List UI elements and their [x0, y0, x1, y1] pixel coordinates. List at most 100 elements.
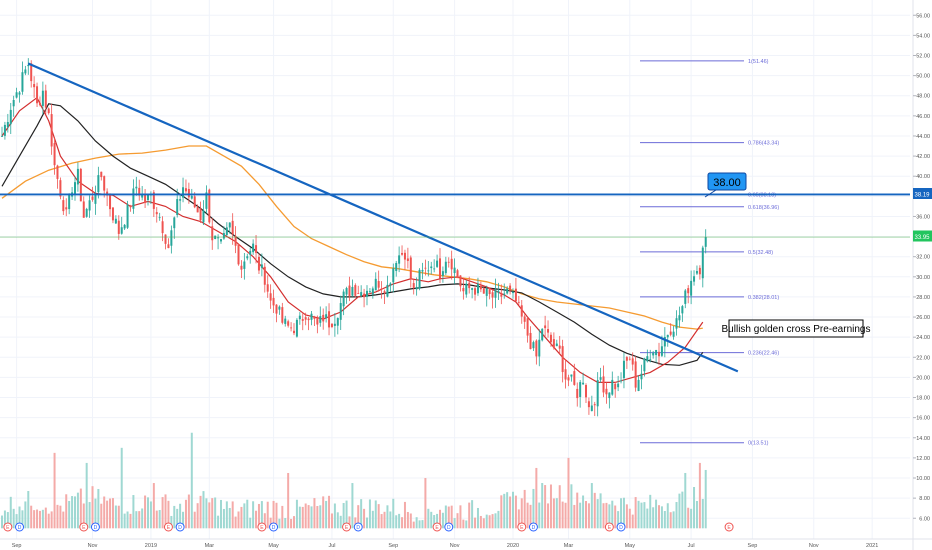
candle-body — [231, 220, 234, 235]
candle-body — [205, 192, 208, 209]
candle-body — [36, 86, 39, 104]
fib-level-label: 0.786(43.34) — [748, 141, 779, 147]
candle-body — [85, 208, 88, 217]
price-tick-label: 40.00 — [916, 174, 930, 180]
volume-bar — [91, 486, 94, 529]
candle-body — [360, 292, 363, 297]
candle-body — [535, 340, 538, 357]
volume-bar — [94, 498, 97, 529]
volume-bar — [100, 503, 103, 529]
candle-body — [401, 252, 404, 255]
candle-body — [678, 315, 681, 321]
volume-bar — [76, 492, 79, 529]
candle-body — [30, 63, 33, 82]
volume-bar — [109, 498, 112, 529]
volume-bar — [427, 508, 430, 529]
volume-bar — [687, 507, 690, 529]
volume-bar — [558, 485, 561, 529]
volume-bar — [506, 492, 509, 529]
volume-bar — [255, 510, 258, 529]
volume-bar — [228, 507, 231, 529]
dividend-marker — [528, 522, 538, 532]
time-tick-label: Nov — [450, 543, 460, 549]
candle-body — [47, 108, 50, 114]
volume-bar — [368, 499, 371, 529]
time-tick-label: Sep — [748, 543, 758, 549]
volume-bar — [544, 485, 547, 529]
candle-body — [418, 269, 421, 289]
earnings-marker — [517, 522, 527, 532]
candle-body — [199, 208, 202, 221]
volume-bar — [649, 494, 652, 529]
candle-body — [701, 247, 704, 279]
dividend-marker — [15, 522, 25, 532]
volume-bar — [357, 505, 360, 529]
callout-38[interactable]: 38.00 — [704, 172, 747, 198]
candle-body — [523, 316, 526, 322]
volume-bar — [430, 511, 433, 529]
candle-body — [295, 319, 298, 337]
candle-body — [666, 334, 669, 338]
candlesticks — [1, 58, 707, 417]
volume-bar — [167, 500, 170, 529]
volume-bar — [590, 483, 593, 529]
event-marker-label: E — [6, 525, 10, 531]
volume-bar — [260, 501, 263, 529]
volume-bar — [582, 495, 585, 529]
volume-bar — [444, 505, 447, 529]
candle-body — [465, 283, 468, 295]
volume-bar — [433, 515, 436, 529]
volume-bar — [678, 493, 681, 529]
candle-body — [91, 196, 94, 200]
volume-bar — [517, 509, 520, 529]
candle-body — [424, 267, 427, 269]
volume-bar — [117, 505, 120, 529]
fibonacci-retracement[interactable]: 1(51.46) 0.786(43.34) 0.65(38.18) 0.618(36.… — [640, 59, 779, 447]
candle-body — [564, 369, 567, 380]
candle-body — [462, 288, 465, 292]
candle-body — [368, 291, 371, 293]
candle-body — [100, 171, 103, 178]
volume-bar — [602, 503, 605, 529]
drawn-lines[interactable] — [0, 62, 910, 373]
volume-bar — [500, 495, 503, 529]
event-marker-label: D — [178, 525, 182, 531]
volume-bar — [114, 505, 117, 529]
volume-bar — [412, 521, 415, 529]
fib-level-label: 0.5(32.48) — [748, 250, 773, 256]
volume-bar — [123, 513, 126, 529]
candle-body — [278, 306, 281, 310]
golden-cross-note[interactable]: Bullish golden cross Pre-earnings — [722, 319, 871, 338]
callout-box — [707, 172, 747, 191]
candle-body — [330, 323, 333, 328]
volume-bar — [74, 496, 76, 529]
volume-bar — [573, 504, 576, 529]
volume-bar — [152, 483, 155, 529]
volume-bar — [328, 495, 331, 529]
volume-bar — [693, 487, 696, 529]
candle-body — [97, 175, 100, 193]
earnings-marker — [342, 522, 352, 532]
volume-bar — [9, 496, 12, 529]
volume-bar — [643, 502, 646, 529]
volume-bar — [459, 505, 462, 529]
candle-body — [386, 284, 389, 297]
candle-body — [415, 286, 418, 290]
candle-body — [211, 226, 214, 241]
volume-bar — [409, 513, 412, 529]
volume-bar — [637, 500, 640, 529]
volume-bar — [488, 515, 491, 529]
candle-body — [389, 283, 392, 286]
candle-body — [526, 318, 529, 336]
volume-bar — [401, 517, 404, 529]
volume-bar — [436, 513, 439, 529]
candle-body — [509, 285, 512, 291]
candle-body — [488, 289, 491, 295]
candle-body — [18, 92, 21, 95]
volume-bar — [342, 503, 345, 529]
candle-body — [24, 69, 27, 74]
time-axis[interactable]: Sep Nov 2019 Mar May Jul Sep Nov 2020 Mar May Jul Se… — [0, 538, 932, 549]
candle-body — [617, 383, 620, 388]
